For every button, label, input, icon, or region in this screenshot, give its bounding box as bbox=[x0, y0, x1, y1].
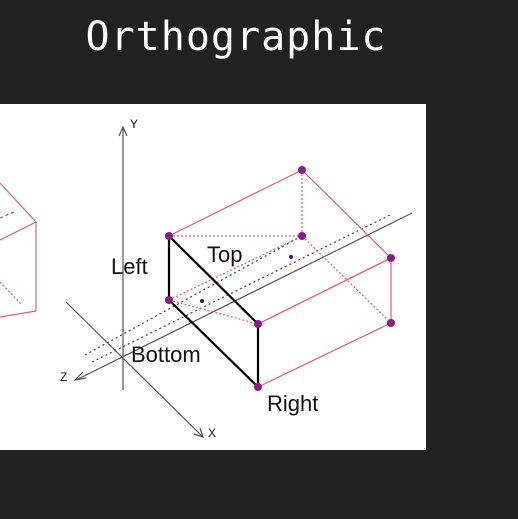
cropped-frustum bbox=[0, 182, 37, 318]
axis-label-x: X bbox=[208, 426, 216, 440]
diagram-panel: Y Z X Left Top Bottom Right bbox=[0, 104, 426, 450]
label-right: Right bbox=[267, 391, 318, 416]
near-plane bbox=[167, 235, 260, 388]
axis-label-z: Z bbox=[60, 370, 67, 384]
label-bottom: Bottom bbox=[131, 342, 201, 367]
axis-label-y: Y bbox=[130, 117, 138, 131]
orthographic-frustum-diagram: Y Z X Left Top Bottom Right bbox=[0, 117, 413, 440]
label-left: Left bbox=[111, 254, 148, 279]
plane-center-dots bbox=[200, 255, 293, 303]
coordinate-axes bbox=[65, 125, 413, 438]
view-volume-box bbox=[168, 169, 392, 388]
label-top: Top bbox=[207, 242, 242, 267]
slide-title: Orthographic bbox=[85, 14, 387, 60]
frustum-vertices bbox=[165, 166, 395, 391]
